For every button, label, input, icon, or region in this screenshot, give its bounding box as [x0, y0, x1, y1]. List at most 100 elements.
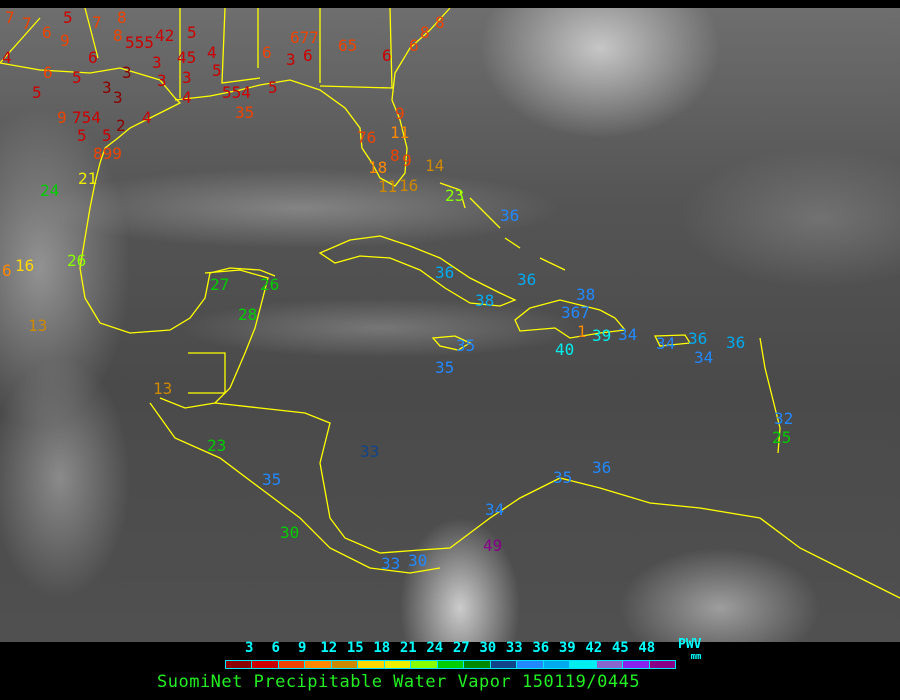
- station-pwv-label: 9: [402, 151, 412, 170]
- station-pwv-label: 30: [280, 523, 300, 542]
- station-pwv-label: 4: [207, 43, 217, 62]
- station-pwv-label: 34: [485, 500, 505, 519]
- station-pwv-label: 35: [235, 103, 255, 122]
- station-pwv-label: 8: [435, 13, 445, 32]
- station-pwv-label: 6: [2, 261, 12, 280]
- station-pwv-label: 13: [28, 316, 48, 335]
- station-pwv-label: 3: [182, 68, 192, 87]
- legend-swatch: [596, 661, 624, 668]
- yucatan-coast-line: [204, 269, 269, 404]
- station-pwv-label: 5: [102, 126, 112, 145]
- station-pwv-label: 9: [395, 104, 405, 123]
- legend-swatch: [517, 661, 544, 668]
- pacific-coast-line: [149, 402, 441, 574]
- station-pwv-label: 34: [656, 334, 676, 353]
- legend-swatch: [570, 661, 597, 668]
- station-pwv-label: 3: [113, 88, 123, 107]
- legend-tick: 12: [320, 640, 338, 656]
- legend-swatch: [464, 661, 491, 668]
- legend-swatch: [278, 661, 306, 668]
- station-pwv-label: 7: [92, 13, 102, 32]
- florida-coast-line: [174, 8, 451, 187]
- station-pwv-label: 555: [125, 33, 154, 52]
- station-pwv-label: 8: [113, 26, 123, 45]
- station-pwv-label: 6: [42, 23, 52, 42]
- station-pwv-label: 16: [15, 256, 35, 275]
- mexico-border-line: [188, 352, 226, 394]
- station-pwv-label: 35: [262, 470, 282, 489]
- legend-swatch: [331, 661, 359, 668]
- legend-tick: 27: [452, 640, 470, 656]
- legend-tick-labels: 3 6 9 12 15 18 21 24 27 30 33 36 39 42 45 48: [236, 640, 660, 656]
- station-pwv-label: 38: [576, 285, 596, 304]
- station-pwv-label: 39: [592, 326, 612, 345]
- station-labels: 7 7 6 9 5 6 7 8 8 555 42 5 4 6 5 3 3 3 45 3 4 5 5 3 3 4 554 35 5 6 3 67…: [0, 8, 900, 642]
- station-pwv-label: 36: [435, 263, 455, 282]
- legend-swatch: [490, 661, 518, 668]
- station-pwv-label: 8: [390, 146, 400, 165]
- station-pwv-label: 9: [60, 31, 70, 50]
- gulf-coast-line: [0, 62, 276, 334]
- legend-swatch: [623, 661, 650, 668]
- station-pwv-label: 6: [43, 63, 53, 82]
- legend-tick: 18: [373, 640, 391, 656]
- legend-swatch: [649, 661, 675, 668]
- legend-swatch: [411, 661, 438, 668]
- station-pwv-label: 5: [212, 61, 222, 80]
- station-pwv-label: 18: [368, 158, 388, 177]
- station-pwv-label: 7: [22, 14, 32, 33]
- hispaniola-coast-line: [514, 299, 627, 339]
- legend-tick: 30: [479, 640, 497, 656]
- station-pwv-label: 76: [357, 128, 377, 147]
- station-pwv-label: 40: [555, 340, 575, 359]
- station-pwv-label: 8: [117, 8, 127, 27]
- station-pwv-label: 6: [303, 46, 313, 65]
- station-pwv-label: 36: [688, 329, 708, 348]
- station-pwv-label: 33: [381, 554, 401, 573]
- legend-tick: 48: [638, 640, 656, 656]
- station-pwv-label: 36: [500, 206, 520, 225]
- station-pwv-label: 27: [210, 275, 230, 294]
- station-pwv-label: 14: [425, 156, 445, 175]
- legend-tick: 9: [298, 640, 307, 656]
- station-pwv-label: 5: [72, 68, 82, 87]
- legend-tick: 39: [558, 640, 576, 656]
- bahamas-islands-line: [439, 182, 566, 271]
- legend-tick: 21: [399, 640, 417, 656]
- station-pwv-label: 16: [399, 176, 419, 195]
- station-pwv-label: 8: [420, 23, 430, 42]
- legend-swatch: [305, 661, 332, 668]
- station-pwv-label: 3: [102, 78, 112, 97]
- station-pwv-label: 33: [360, 442, 380, 461]
- station-pwv-label: 28: [238, 305, 258, 324]
- station-pwv-label: 5: [268, 78, 278, 97]
- station-pwv-label: 26: [260, 275, 280, 294]
- station-pwv-label: 754: [72, 108, 101, 127]
- legend-units: PWV mm: [678, 638, 701, 664]
- state-borders-line: [0, 8, 393, 98]
- station-pwv-label: 4: [2, 48, 12, 67]
- station-pwv-label: 5: [63, 8, 73, 27]
- station-pwv-label: 38: [475, 291, 495, 310]
- station-pwv-label: 30: [408, 551, 428, 570]
- station-pwv-label: 6: [88, 48, 98, 67]
- station-pwv-label: 6: [262, 43, 272, 62]
- station-pwv-label: 4: [182, 88, 192, 107]
- legend-tick: 6: [271, 640, 280, 656]
- station-pwv-label: 25: [772, 428, 792, 447]
- station-pwv-label: 554: [222, 83, 251, 102]
- station-pwv-label: 35: [553, 468, 573, 487]
- station-pwv-label: 3: [286, 50, 296, 69]
- station-pwv-label: 5: [32, 83, 42, 102]
- station-pwv-label: 6: [382, 46, 392, 65]
- station-pwv-label: 45: [177, 48, 197, 67]
- station-pwv-label: 23: [207, 436, 227, 455]
- lesser-antilles-line: [759, 337, 781, 454]
- station-pwv-label: 11: [390, 123, 410, 142]
- map-title: SuomiNet Precipitable Water Vapor 150119…: [157, 672, 641, 692]
- legend-tick: 3: [245, 640, 254, 656]
- jamaica-coast-line: [431, 335, 472, 351]
- legend-tick: 42: [585, 640, 603, 656]
- station-pwv-label: 42: [155, 26, 175, 45]
